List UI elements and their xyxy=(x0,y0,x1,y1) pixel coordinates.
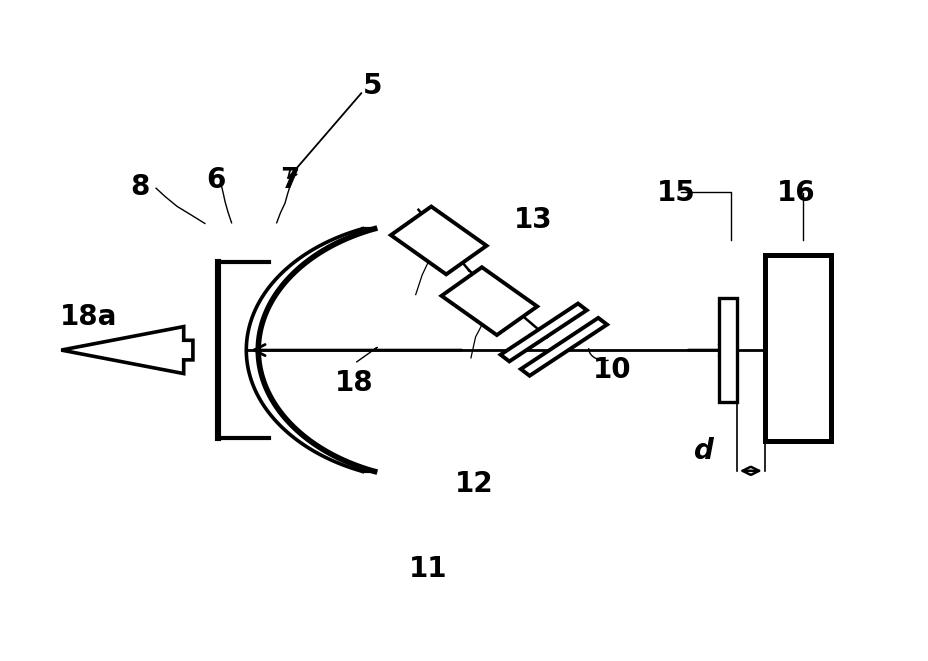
Text: 6: 6 xyxy=(206,167,226,194)
Text: 11: 11 xyxy=(408,555,446,583)
Text: 13: 13 xyxy=(514,206,552,233)
Polygon shape xyxy=(521,318,606,375)
Text: 7: 7 xyxy=(279,167,299,194)
Polygon shape xyxy=(441,267,536,335)
Text: 10: 10 xyxy=(592,356,630,383)
Text: 18a: 18a xyxy=(60,303,118,331)
Text: 8: 8 xyxy=(131,173,150,201)
Polygon shape xyxy=(500,303,586,362)
Text: 15: 15 xyxy=(656,179,695,208)
Bar xyxy=(718,298,736,403)
Text: 5: 5 xyxy=(362,72,381,100)
Bar xyxy=(764,255,830,442)
Text: 18: 18 xyxy=(334,369,373,397)
Text: 12: 12 xyxy=(454,470,493,498)
Polygon shape xyxy=(61,327,193,373)
Text: d: d xyxy=(693,437,713,465)
Polygon shape xyxy=(391,206,486,274)
Text: 16: 16 xyxy=(776,179,815,208)
